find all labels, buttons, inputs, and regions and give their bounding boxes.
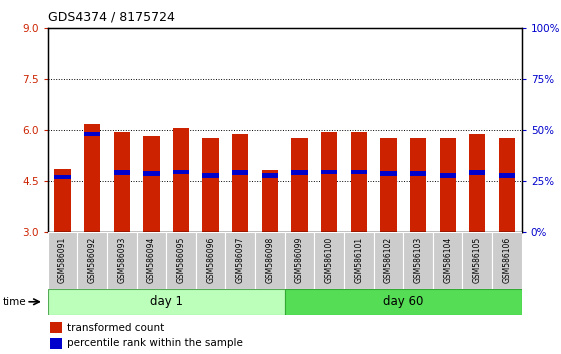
Bar — [203, 173, 219, 178]
Bar — [469, 134, 485, 232]
Text: GSM586095: GSM586095 — [177, 237, 186, 284]
Bar — [284, 232, 314, 289]
Text: day 60: day 60 — [383, 295, 424, 308]
Bar — [143, 171, 159, 176]
Bar — [499, 138, 515, 232]
Bar — [410, 138, 426, 232]
Text: time: time — [3, 297, 26, 307]
Bar — [255, 232, 284, 289]
Bar — [439, 138, 456, 232]
Bar — [321, 170, 337, 174]
Text: GSM586093: GSM586093 — [117, 237, 126, 284]
Text: GSM586099: GSM586099 — [295, 237, 304, 284]
Bar — [173, 129, 189, 232]
Text: GSM586102: GSM586102 — [384, 237, 393, 283]
Text: GSM586100: GSM586100 — [325, 237, 334, 283]
Bar — [166, 232, 196, 289]
Bar — [284, 289, 522, 315]
Text: GDS4374 / 8175724: GDS4374 / 8175724 — [48, 11, 174, 24]
Text: GSM586094: GSM586094 — [147, 237, 156, 284]
Bar — [314, 232, 344, 289]
Text: GSM586106: GSM586106 — [503, 237, 512, 283]
Bar — [54, 169, 71, 232]
Bar — [380, 171, 397, 176]
Bar — [196, 232, 226, 289]
Text: day 1: day 1 — [150, 295, 183, 308]
Bar — [262, 170, 278, 232]
Bar — [84, 132, 100, 136]
Text: transformed count: transformed count — [67, 322, 164, 332]
Bar — [410, 171, 426, 176]
Bar — [499, 173, 515, 178]
Text: percentile rank within the sample: percentile rank within the sample — [67, 338, 242, 348]
Bar — [344, 232, 374, 289]
Bar — [48, 289, 284, 315]
Bar — [469, 171, 485, 175]
Text: GSM586096: GSM586096 — [206, 237, 215, 284]
Bar — [374, 232, 403, 289]
Bar — [136, 232, 166, 289]
Bar — [492, 232, 522, 289]
Bar — [262, 173, 278, 178]
Bar — [226, 232, 255, 289]
Bar — [439, 173, 456, 178]
Bar — [114, 171, 130, 175]
Text: GSM586092: GSM586092 — [88, 237, 96, 283]
Text: GSM586105: GSM586105 — [473, 237, 482, 283]
Bar — [351, 170, 367, 174]
Text: GSM586091: GSM586091 — [58, 237, 67, 283]
Bar — [50, 322, 62, 333]
Bar — [462, 232, 492, 289]
Text: GSM586097: GSM586097 — [236, 237, 245, 284]
Bar — [48, 232, 77, 289]
Text: GSM586104: GSM586104 — [443, 237, 452, 283]
Bar — [173, 170, 189, 174]
Text: GSM586101: GSM586101 — [355, 237, 364, 283]
Text: GSM586103: GSM586103 — [413, 237, 422, 283]
Bar — [433, 232, 462, 289]
Bar — [114, 132, 130, 232]
Bar — [321, 132, 337, 232]
Bar — [107, 232, 136, 289]
Bar — [203, 138, 219, 232]
Bar — [232, 134, 249, 232]
Bar — [232, 171, 249, 175]
Bar — [54, 175, 71, 179]
Bar — [143, 136, 159, 232]
Bar — [77, 232, 107, 289]
Bar — [380, 138, 397, 232]
Bar — [84, 124, 100, 232]
Bar — [291, 171, 307, 175]
Bar — [50, 338, 62, 349]
Bar — [403, 232, 433, 289]
Bar — [351, 132, 367, 232]
Text: GSM586098: GSM586098 — [265, 237, 274, 283]
Bar — [291, 138, 307, 232]
